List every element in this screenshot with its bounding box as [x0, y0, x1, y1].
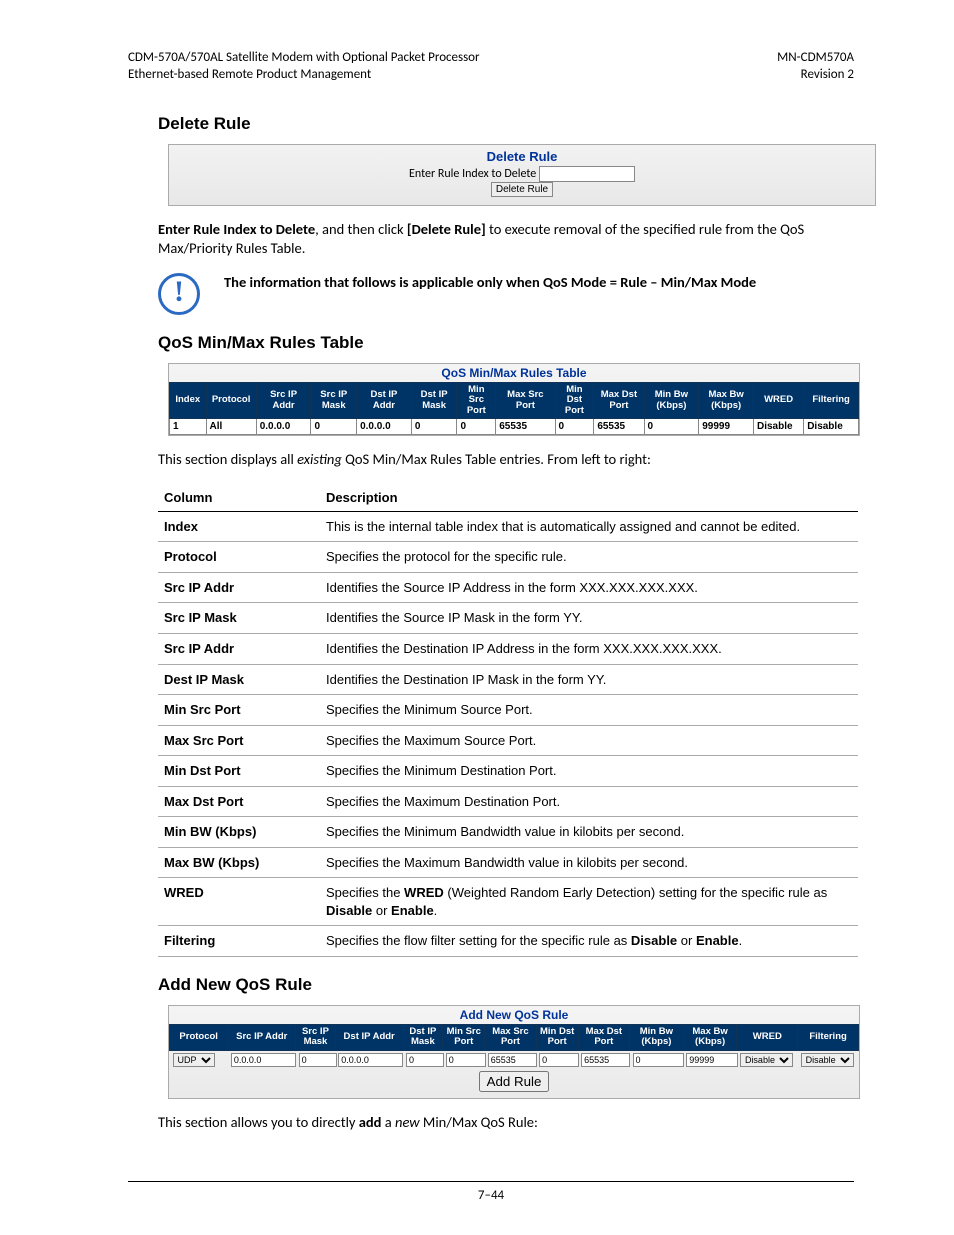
table-row: Max Dst PortSpecifies the Maximum Destin… [158, 786, 858, 817]
filtering-select[interactable]: Disable [801, 1053, 854, 1067]
info-icon: ! [158, 273, 200, 315]
add-input-row: UDP Disable Disable [170, 1050, 859, 1069]
qos-panel-title: QoS Min/Max Rules Table [169, 364, 859, 382]
table-row: FilteringSpecifies the flow filter setti… [158, 926, 858, 957]
table-row: Min BW (Kbps)Specifies the Minimum Bandw… [158, 817, 858, 848]
min-dst-port-input[interactable] [539, 1053, 579, 1067]
add-header-row: Protocol Src IP Addr Src IP Mask Dst IP … [170, 1024, 859, 1050]
header-right-1: MN-CDM570A [777, 50, 854, 67]
page-header: CDM-570A/570AL Satellite Modem with Opti… [128, 50, 854, 84]
table-row: Max BW (Kbps)Specifies the Maximum Bandw… [158, 847, 858, 878]
add-panel-title: Add New QoS Rule [169, 1006, 859, 1024]
qos-table-row: 1 All 0.0.0.0 0 0.0.0.0 0 0 65535 0 6553… [170, 419, 859, 435]
wred-select[interactable]: Disable [740, 1053, 793, 1067]
add-rule-panel: Add New QoS Rule Protocol Src IP Addr Sr… [168, 1005, 860, 1099]
header-left-1: CDM-570A/570AL Satellite Modem with Opti… [128, 50, 480, 67]
add-rule-button[interactable]: Add Rule [479, 1071, 550, 1092]
info-note: ! The information that follows is applic… [158, 273, 854, 315]
src-mask-input[interactable] [299, 1053, 337, 1067]
section-delete-rule-title: Delete Rule [158, 114, 854, 134]
dst-ip-input[interactable] [338, 1053, 403, 1067]
desc-head-desc: Description [320, 484, 858, 512]
max-bw-input[interactable] [686, 1053, 737, 1067]
page-footer: 7–44 [128, 1181, 854, 1203]
table-row: Src IP AddrIdentifies the Source IP Addr… [158, 572, 858, 603]
qos-rules-table: Index Protocol Src IP Addr Src IP Mask D… [169, 382, 859, 435]
section-add-rule-title: Add New QoS Rule [158, 975, 854, 995]
delete-panel-title: Delete Rule [177, 149, 867, 164]
qos-intro-text: This section displays all existing QoS M… [158, 450, 854, 470]
delete-rule-index-input[interactable] [539, 166, 635, 182]
src-ip-input[interactable] [231, 1053, 296, 1067]
table-row: ProtocolSpecifies the protocol for the s… [158, 542, 858, 573]
add-rule-table: Protocol Src IP Addr Src IP Mask Dst IP … [169, 1024, 859, 1094]
table-row: Src IP MaskIdentifies the Source IP Mask… [158, 603, 858, 634]
protocol-select[interactable]: UDP [173, 1053, 215, 1067]
table-row: Min Dst PortSpecifies the Minimum Destin… [158, 756, 858, 787]
header-right-2: Revision 2 [777, 67, 854, 84]
desc-head-col: Column [158, 484, 320, 512]
table-row: Max Src PortSpecifies the Maximum Source… [158, 725, 858, 756]
max-dst-port-input[interactable] [581, 1053, 630, 1067]
qos-rules-panel: QoS Min/Max Rules Table Index Protocol S… [168, 363, 860, 436]
table-row: WREDSpecifies the WRED (Weighted Random … [158, 878, 858, 926]
section-qos-table-title: QoS Min/Max Rules Table [158, 333, 854, 353]
table-row: IndexThis is the internal table index th… [158, 511, 858, 542]
header-left-2: Ethernet-based Remote Product Management [128, 67, 480, 84]
delete-rule-text: Enter Rule Index to Delete, and then cli… [158, 220, 854, 259]
delete-panel-label: Enter Rule Index to Delete [409, 167, 536, 181]
add-rule-text: This section allows you to directly add … [158, 1113, 854, 1133]
column-description-table: Column Description IndexThis is the inte… [158, 484, 858, 957]
delete-rule-panel: Delete Rule Enter Rule Index to Delete D… [168, 144, 876, 206]
min-src-port-input[interactable] [446, 1053, 486, 1067]
qos-header-row: Index Protocol Src IP Addr Src IP Mask D… [170, 382, 859, 418]
max-src-port-input[interactable] [488, 1053, 537, 1067]
table-row: Dest IP MaskIdentifies the Destination I… [158, 664, 858, 695]
dst-mask-input[interactable] [406, 1053, 444, 1067]
min-bw-input[interactable] [633, 1053, 684, 1067]
table-row: Min Src PortSpecifies the Minimum Source… [158, 695, 858, 726]
note-text: The information that follows is applicab… [224, 273, 756, 293]
delete-rule-button[interactable]: Delete Rule [491, 182, 553, 197]
table-row: Src IP AddrIdentifies the Destination IP… [158, 633, 858, 664]
